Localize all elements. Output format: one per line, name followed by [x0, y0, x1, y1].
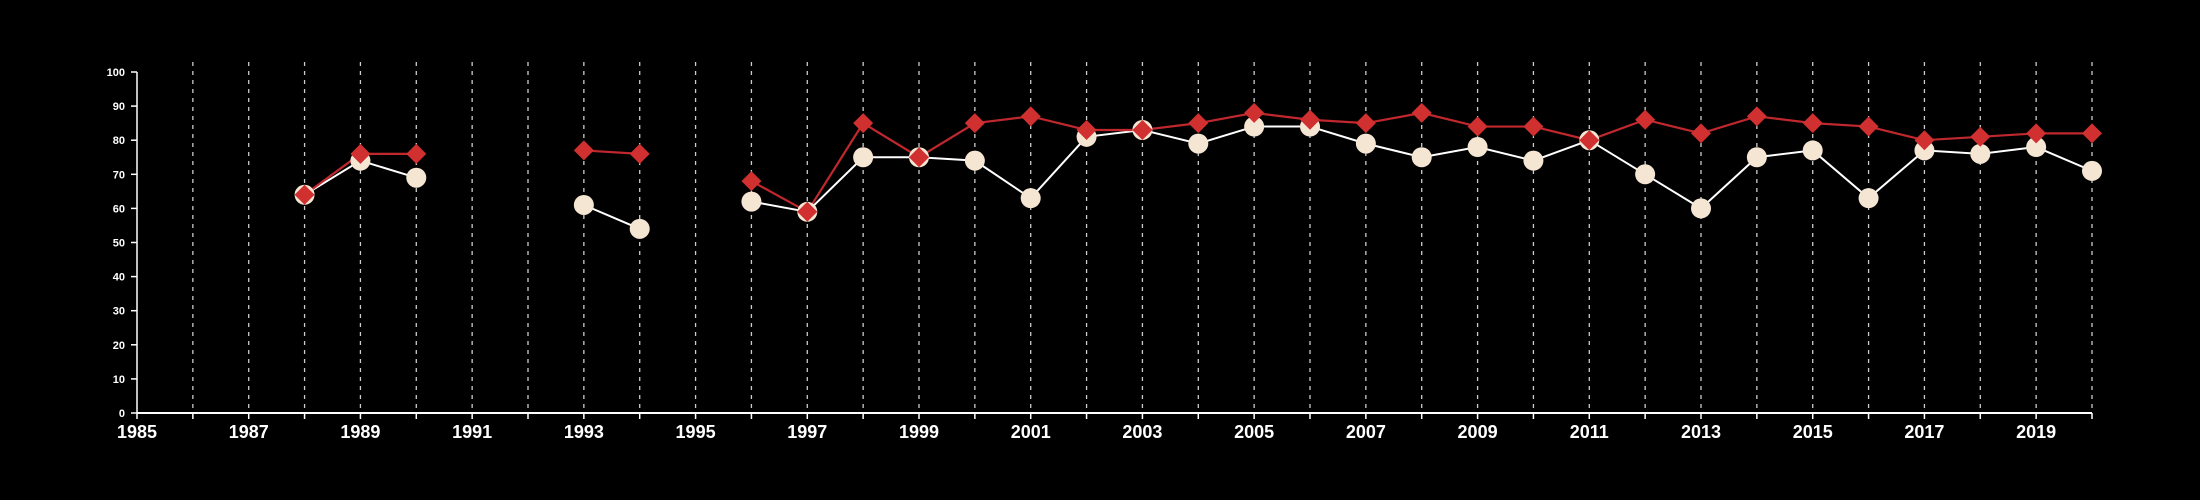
data-point-circle [1523, 150, 1544, 171]
data-point-circle [1244, 116, 1265, 137]
series-line-segment [583, 204, 641, 230]
data-point-circle [629, 218, 650, 239]
data-point-diamond [1300, 109, 1320, 130]
data-point-circle [1188, 133, 1209, 154]
data-point-circle [406, 167, 427, 188]
data-point-diamond [1467, 116, 1488, 137]
data-point-diamond [909, 147, 929, 168]
data-point-diamond [741, 171, 762, 192]
y-tick-label: 40 [113, 272, 125, 284]
x-tick-label: 1985 [117, 422, 157, 442]
data-point-circle [1970, 143, 1991, 164]
x-tick-label: 2007 [1346, 422, 1386, 442]
y-axis-ticks: 0 10 20 30 40 50 60 70 80 90 100 [107, 67, 137, 420]
data-point-diamond [1579, 130, 1600, 151]
data-point-diamond [853, 113, 874, 134]
data-point-diamond [1076, 119, 1097, 140]
data-point-diamond [406, 143, 427, 164]
y-tick-label: 30 [113, 306, 125, 318]
series-markers [294, 102, 2102, 239]
x-tick-label: 1991 [452, 422, 492, 442]
data-point-circle [1691, 198, 1711, 219]
data-point-diamond [629, 143, 650, 164]
x-tick-label: 2003 [1122, 422, 1162, 442]
data-point-circle [853, 147, 874, 168]
x-tick-label: 1997 [787, 422, 827, 442]
x-tick-label: 2019 [2016, 422, 2056, 442]
x-tick-label: 2017 [1904, 422, 1944, 442]
data-point-diamond [2026, 123, 2047, 144]
x-tick-label: 1995 [676, 422, 716, 442]
data-point-circle [1914, 140, 1935, 161]
y-tick-label: 70 [113, 169, 125, 181]
x-tick-label: 1987 [229, 422, 269, 442]
grid-lines [192, 62, 2093, 413]
x-tick-label: 2009 [1458, 422, 1498, 442]
data-point-diamond [1188, 113, 1209, 134]
data-point-diamond [294, 184, 315, 205]
x-tick-label: 2015 [1793, 422, 1833, 442]
data-point-diamond [1523, 116, 1544, 137]
y-tick-label: 0 [119, 408, 125, 420]
data-point-circle [1746, 147, 1767, 168]
data-point-diamond [1746, 106, 1767, 127]
y-tick-label: 80 [113, 135, 125, 147]
data-point-diamond [1411, 102, 1432, 123]
data-point-circle [964, 150, 985, 171]
x-tick-label: 1999 [899, 422, 939, 442]
data-point-circle [1467, 137, 1488, 158]
data-point-circle [2082, 160, 2102, 181]
data-point-diamond [350, 143, 371, 164]
data-point-diamond [1970, 126, 1991, 147]
data-point-diamond [1020, 106, 1041, 127]
y-tick-label: 10 [113, 374, 125, 386]
data-point-diamond [1132, 119, 1153, 140]
data-point-circle [1802, 140, 1823, 161]
data-point-diamond [2082, 123, 2102, 144]
data-point-circle [1355, 133, 1376, 154]
y-tick-label: 60 [113, 203, 125, 215]
x-tick-label: 2011 [1570, 422, 1609, 442]
data-point-diamond [964, 113, 985, 134]
data-point-circle [2026, 137, 2047, 158]
data-point-diamond [1244, 102, 1265, 123]
x-tick-label: 1993 [564, 422, 604, 442]
data-point-diamond [1355, 113, 1376, 134]
x-tick-label: 2013 [1681, 422, 1721, 442]
axes [136, 72, 2092, 414]
data-point-circle [1411, 147, 1432, 168]
y-tick-label: 20 [113, 340, 125, 352]
data-point-diamond [1802, 113, 1823, 134]
data-point-circle [1858, 188, 1879, 209]
data-point-circle [573, 194, 594, 215]
x-axis-ticks: 1985 1987 1989 1991 1993 1995 1997 1999 2001 2003… [117, 413, 2093, 442]
x-tick-label: 2001 [1011, 422, 1051, 442]
data-point-diamond [573, 140, 594, 161]
data-point-diamond [797, 201, 818, 222]
data-point-diamond [1858, 116, 1879, 137]
x-tick-label: 2005 [1234, 422, 1274, 442]
data-point-circle [1635, 164, 1656, 185]
data-point-diamond [1691, 123, 1711, 144]
y-tick-label: 100 [107, 67, 125, 79]
data-point-diamond [1914, 130, 1935, 151]
data-point-diamond [1635, 109, 1656, 130]
x-tick-label: 1989 [340, 422, 380, 442]
y-tick-label: 90 [113, 101, 125, 113]
data-point-circle [741, 191, 762, 212]
y-tick-label: 50 [113, 238, 125, 250]
data-point-circle [1020, 188, 1041, 209]
